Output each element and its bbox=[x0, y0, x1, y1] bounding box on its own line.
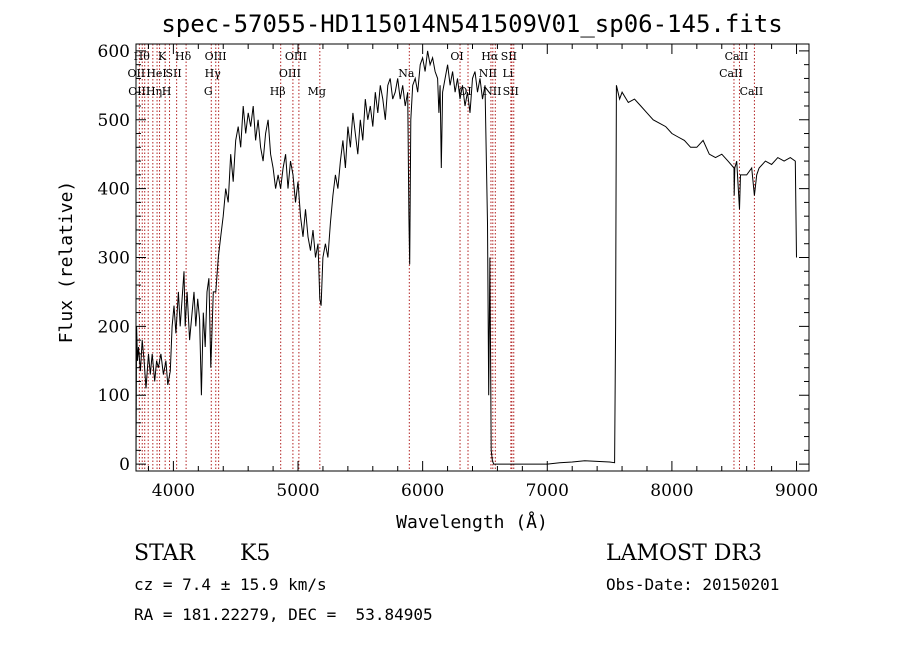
spectrum-line bbox=[135, 50, 797, 465]
line-marker-label: OIII bbox=[285, 50, 307, 63]
line-marker-label: SII bbox=[501, 50, 517, 63]
line-marker-label: K bbox=[158, 50, 167, 63]
y-tick-label: 600 bbox=[98, 42, 130, 62]
line-marker-label: OIII bbox=[279, 67, 301, 80]
redshift-cz: cz = 7.4 ± 15.9 km/s bbox=[134, 575, 327, 594]
x-axis-label: Wavelength (Å) bbox=[396, 511, 548, 533]
y-tick-label: 200 bbox=[98, 317, 130, 337]
y-tick-label: 300 bbox=[98, 249, 130, 269]
line-marker-label: Na bbox=[398, 67, 415, 80]
obs-date: Obs-Date: 20150201 bbox=[606, 575, 779, 594]
line-marker-label: Hβ bbox=[270, 85, 286, 98]
ra-dec-coords: RA = 181.22279, DEC = 53.84905 bbox=[134, 605, 433, 624]
y-tick-label: 500 bbox=[98, 111, 130, 131]
line-marker-label: SII bbox=[503, 85, 519, 98]
y-axis-ticks: 0 100 200 300 400 500 600 bbox=[98, 42, 809, 475]
object-class: STAR bbox=[134, 541, 196, 566]
line-marker-label: OIII bbox=[205, 50, 227, 63]
line-marker-label: Hδ bbox=[175, 50, 192, 63]
line-marker-label: Hγ bbox=[205, 67, 222, 80]
line-marker-label: Hη bbox=[146, 85, 162, 98]
line-marker-label: OI bbox=[450, 50, 463, 63]
line-marker-label: HeI bbox=[146, 67, 166, 80]
x-tick-label: 5000 bbox=[276, 481, 319, 501]
chart-title: spec-57055-HD115014N541509V01_sp06-145.f… bbox=[161, 10, 782, 38]
y-axis-label: Flux (relative) bbox=[56, 181, 77, 344]
line-marker-label-group: OIIOIIIHθHηHeIKHSIIHδGHγOIIIHβOIIIOIIIMg… bbox=[128, 50, 764, 98]
line-marker-label: CaII bbox=[725, 50, 749, 63]
line-marker-group bbox=[138, 44, 755, 471]
line-marker-label: NII bbox=[479, 67, 497, 80]
x-axis-ticks: 4000 5000 6000 7000 8000 9000 bbox=[147, 44, 818, 501]
line-marker-label: SII bbox=[166, 67, 182, 80]
plot-frame bbox=[135, 43, 810, 472]
y-tick-label: 100 bbox=[98, 386, 130, 406]
line-marker-label: Li bbox=[502, 67, 513, 80]
line-marker-label: G bbox=[204, 85, 213, 98]
line-marker-label: Mg bbox=[308, 85, 326, 98]
survey-name: LAMOST DR3 bbox=[606, 541, 762, 566]
y-tick-label: 400 bbox=[98, 180, 130, 200]
x-tick-label: 6000 bbox=[401, 481, 444, 501]
x-tick-label: 4000 bbox=[152, 481, 195, 501]
line-marker-label: CaII bbox=[740, 85, 764, 98]
subclass: K5 bbox=[240, 541, 270, 566]
line-marker-label: CaII bbox=[719, 67, 743, 80]
line-marker-label: NII bbox=[483, 85, 501, 98]
x-tick-label: 7000 bbox=[526, 481, 569, 501]
line-marker-label: Hθ bbox=[134, 50, 151, 63]
line-marker-label: Hα bbox=[481, 50, 499, 63]
x-tick-label: 9000 bbox=[775, 481, 818, 501]
y-tick-label: 0 bbox=[119, 455, 130, 475]
line-marker-label: H bbox=[162, 85, 172, 98]
x-tick-label: 8000 bbox=[650, 481, 693, 501]
line-marker-label: OIII bbox=[128, 85, 150, 98]
